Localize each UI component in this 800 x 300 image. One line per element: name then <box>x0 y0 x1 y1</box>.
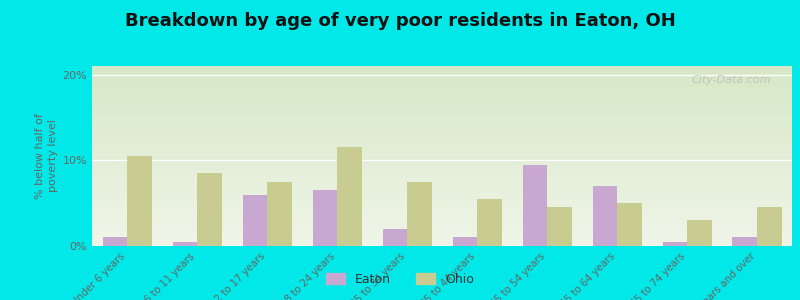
Legend: Eaton, Ohio: Eaton, Ohio <box>322 268 478 291</box>
Bar <box>337 147 362 246</box>
Bar <box>127 156 151 246</box>
Bar <box>687 220 711 246</box>
Bar <box>407 182 431 246</box>
Bar <box>733 237 757 246</box>
Bar <box>477 199 502 246</box>
Bar <box>313 190 337 246</box>
Bar <box>522 165 547 246</box>
Text: Breakdown by age of very poor residents in Eaton, OH: Breakdown by age of very poor residents … <box>125 12 675 30</box>
Bar <box>382 229 407 246</box>
Bar <box>593 186 617 246</box>
Text: City-Data.com: City-Data.com <box>691 75 771 85</box>
Bar <box>617 203 642 246</box>
Bar <box>453 237 477 246</box>
Bar <box>662 242 687 246</box>
Bar <box>102 237 127 246</box>
Bar <box>173 242 197 246</box>
Bar <box>547 207 571 246</box>
Bar <box>267 182 291 246</box>
Bar <box>757 207 782 246</box>
Bar <box>197 173 222 246</box>
Y-axis label: % below half of
poverty level: % below half of poverty level <box>35 113 58 199</box>
Bar <box>242 195 267 246</box>
